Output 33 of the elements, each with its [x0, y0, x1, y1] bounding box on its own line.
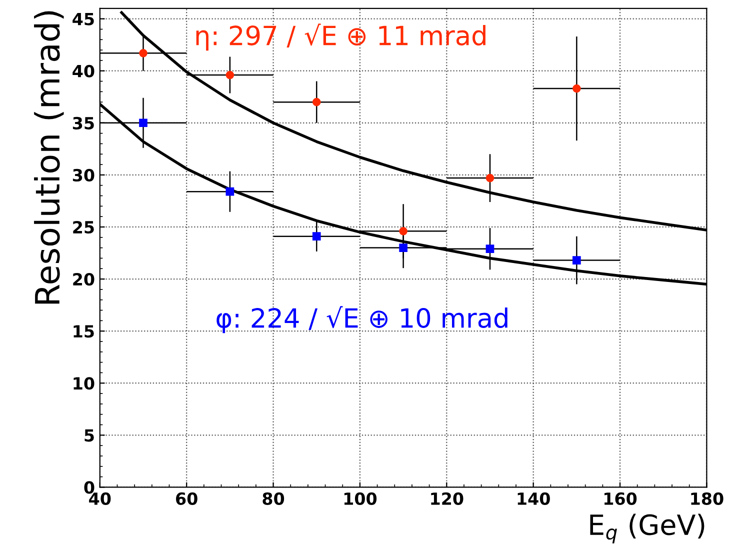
point [312, 98, 321, 106]
point [139, 118, 148, 128]
x-axis-title: E$_{q}$ (GeV) [590, 514, 704, 544]
point [486, 174, 494, 182]
point [226, 70, 234, 80]
y-tick-label: 35 [72, 116, 94, 130]
annotation: φ: 224 / √E ⊕ 10 mrad [216, 306, 508, 334]
point [572, 256, 581, 264]
y-tick-label: 40 [72, 64, 94, 78]
y-tick-label: 30 [72, 168, 94, 182]
y-tick-label: 0 [84, 481, 94, 494]
y-tick-label: 45 [72, 12, 94, 26]
x-tick-label: 80 [262, 492, 284, 505]
point [399, 226, 408, 236]
y-tick-label: 25 [73, 220, 94, 234]
point [572, 84, 581, 93]
x-tick-label: 100 [344, 492, 377, 505]
point [399, 244, 408, 252]
point [226, 187, 234, 196]
point [312, 232, 321, 241]
x-tick-label: 60 [176, 492, 198, 505]
x-tick-label: 120 [431, 492, 464, 505]
x-tick-label: 180 [691, 492, 724, 505]
y-tick-label: 20 [73, 272, 94, 286]
x-tick-label: 140 [518, 492, 550, 505]
x-tick-label: 160 [604, 492, 637, 505]
y-tick-label: 5 [84, 429, 94, 442]
y-tick-label: 15 [74, 325, 94, 338]
y-axis-title: Resolution (mrad) [34, 11, 64, 304]
point [486, 244, 494, 254]
point [139, 48, 148, 58]
annotation: η: 297 / √E ⊕ 11 mrad [196, 24, 486, 51]
y-tick-label: 10 [74, 377, 94, 390]
